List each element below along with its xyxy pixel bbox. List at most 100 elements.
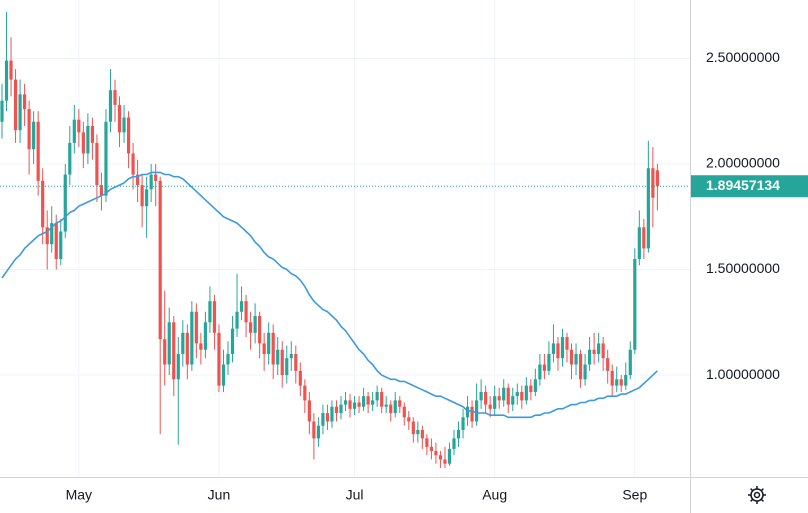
candle-body [176, 353, 180, 380]
candle-body [149, 174, 153, 190]
candle-body [447, 448, 452, 464]
candle-body [524, 385, 528, 401]
settings-icon[interactable] [748, 486, 766, 504]
candle-body [294, 353, 298, 371]
candle-body [99, 185, 104, 196]
candle-body [145, 189, 149, 207]
candle-body [389, 404, 393, 414]
candle-body [285, 358, 289, 376]
candle-body [488, 404, 492, 409]
candle-body [655, 170, 659, 187]
candle-body [41, 180, 45, 228]
candle-body [190, 311, 194, 365]
candle-body [619, 379, 623, 386]
candle-body [452, 438, 456, 449]
x-tick-label: May [66, 487, 92, 503]
candle-body [321, 413, 325, 426]
candle-body [0, 100, 4, 122]
candle-body [267, 332, 271, 354]
candle-body [556, 343, 560, 359]
candle-body [68, 142, 72, 175]
candle-body [375, 391, 379, 401]
candle-body [547, 353, 551, 371]
candle-body [235, 311, 239, 329]
candle-body [456, 429, 461, 439]
candle-body [4, 60, 9, 101]
candle-body [416, 429, 420, 435]
candle-body [434, 451, 438, 456]
last-price-label: 1.89457134 [706, 177, 780, 193]
candle-body [325, 413, 330, 422]
candle-body [122, 117, 126, 133]
candle-body [262, 343, 266, 354]
candle-body [497, 396, 501, 401]
candle-body [506, 387, 510, 405]
candle-body [615, 379, 619, 386]
grid [0, 0, 690, 477]
candle-body [420, 429, 424, 439]
candle-body [565, 337, 569, 350]
candle-body [253, 315, 257, 333]
y-tick-label: 2.00000000 [706, 155, 780, 171]
candle-body [172, 322, 176, 380]
candle-body [226, 353, 230, 365]
candle-body [407, 417, 411, 422]
candle-body [50, 223, 54, 245]
candle-body [312, 421, 316, 439]
candle-body [63, 174, 67, 232]
candle-body [104, 121, 108, 196]
candle-body [81, 132, 85, 154]
candle-body [194, 311, 198, 344]
candle-body [465, 406, 470, 418]
candle-body [366, 396, 370, 405]
candle-body [108, 90, 113, 122]
candle-body [339, 404, 343, 414]
candle-body [126, 117, 131, 154]
candle-body [601, 343, 605, 359]
candle-body [86, 126, 90, 154]
candle-body [203, 322, 207, 350]
candle-body [167, 322, 171, 365]
candle-body [131, 153, 135, 175]
candle-body [140, 185, 144, 207]
candle-body [551, 343, 556, 354]
candle-body [529, 385, 533, 392]
candle-body [27, 109, 31, 150]
candle-body [289, 353, 293, 359]
candle-body [113, 90, 117, 105]
candle-body [470, 406, 474, 422]
x-tick-label: Jul [346, 487, 364, 503]
candle-body [59, 231, 63, 259]
candle-body [583, 364, 587, 380]
candle-body [538, 364, 542, 380]
candle-body [624, 375, 628, 386]
candle-body [54, 223, 58, 259]
candle-body [411, 421, 415, 435]
candle-body [588, 349, 592, 365]
candle-body [398, 400, 402, 407]
candle-body [136, 174, 140, 186]
candle-body [249, 322, 253, 333]
last-price-tag [691, 175, 808, 198]
candle-body [230, 328, 235, 354]
candle-body [484, 391, 488, 405]
candle-body [479, 391, 483, 401]
candle-body [117, 104, 122, 133]
candle-body [606, 358, 610, 371]
candle-body [597, 343, 601, 354]
candle-body [77, 119, 81, 133]
candle-body [642, 227, 646, 249]
candle-body [438, 455, 443, 460]
candle-body [13, 79, 18, 131]
candle-body [637, 227, 641, 259]
candle-body [244, 301, 248, 323]
candle-body [303, 385, 307, 401]
candle-body [72, 119, 76, 143]
candle-body [212, 301, 217, 333]
x-tick-label: Jun [208, 487, 231, 503]
candle-body [542, 364, 546, 371]
candle-body [569, 349, 574, 365]
candle-body [352, 402, 357, 409]
